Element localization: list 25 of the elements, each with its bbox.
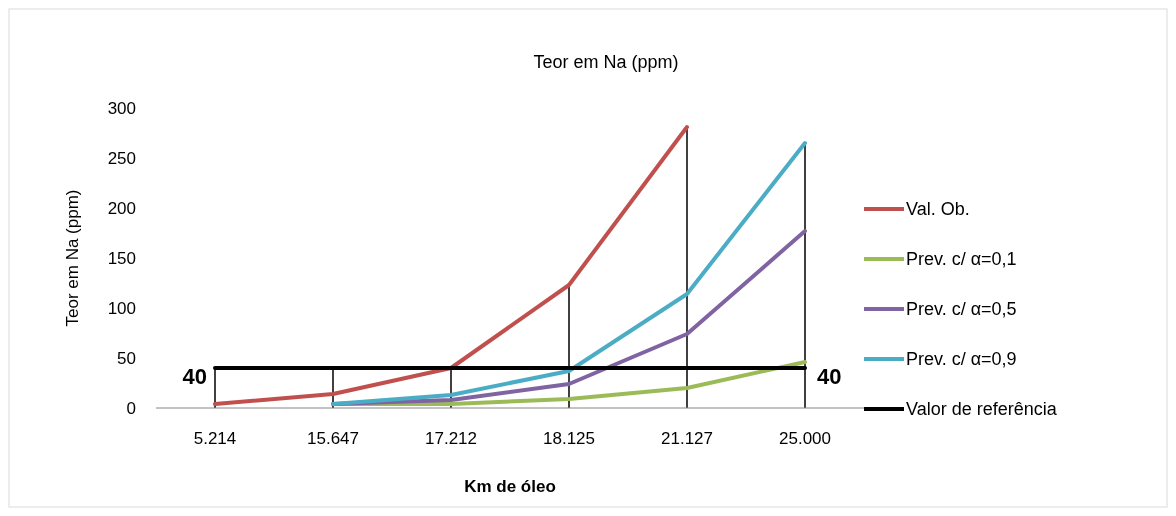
legend-label: Prev. c/ α=0,9 [906, 349, 1017, 369]
data-label: 40 [817, 364, 842, 389]
y-axis-title: Teor em Na (ppm) [63, 189, 82, 327]
x-axis-title: Km de óleo [464, 477, 556, 496]
line-series [331, 141, 807, 406]
x-tick-label: 17.212 [425, 429, 477, 448]
y-tick-label: 250 [107, 149, 136, 168]
chart-title: Teor em Na (ppm) [533, 52, 679, 72]
y-tick-label: 100 [107, 299, 136, 318]
legend-label: Val. Ob. [906, 199, 970, 219]
y-tick-label: 300 [107, 99, 136, 118]
y-tick-label: 0 [126, 399, 136, 418]
y-tick-label: 200 [107, 199, 136, 218]
x-tick-label: 21.127 [661, 429, 713, 448]
x-tick-label: 25.000 [779, 429, 831, 448]
x-tick-label: 15.647 [307, 429, 359, 448]
legend-label: Prev. c/ α=0,1 [906, 249, 1017, 269]
legend-label: Prev. c/ α=0,5 [906, 299, 1017, 319]
y-tick-label: 150 [107, 249, 136, 268]
line-series [213, 125, 689, 406]
y-tick-label: 50 [117, 349, 136, 368]
legend-label: Valor de referência [906, 399, 1058, 419]
x-tick-label: 18.125 [543, 429, 595, 448]
x-tick-label: 5.214 [193, 429, 237, 448]
data-label: 40 [182, 364, 207, 389]
